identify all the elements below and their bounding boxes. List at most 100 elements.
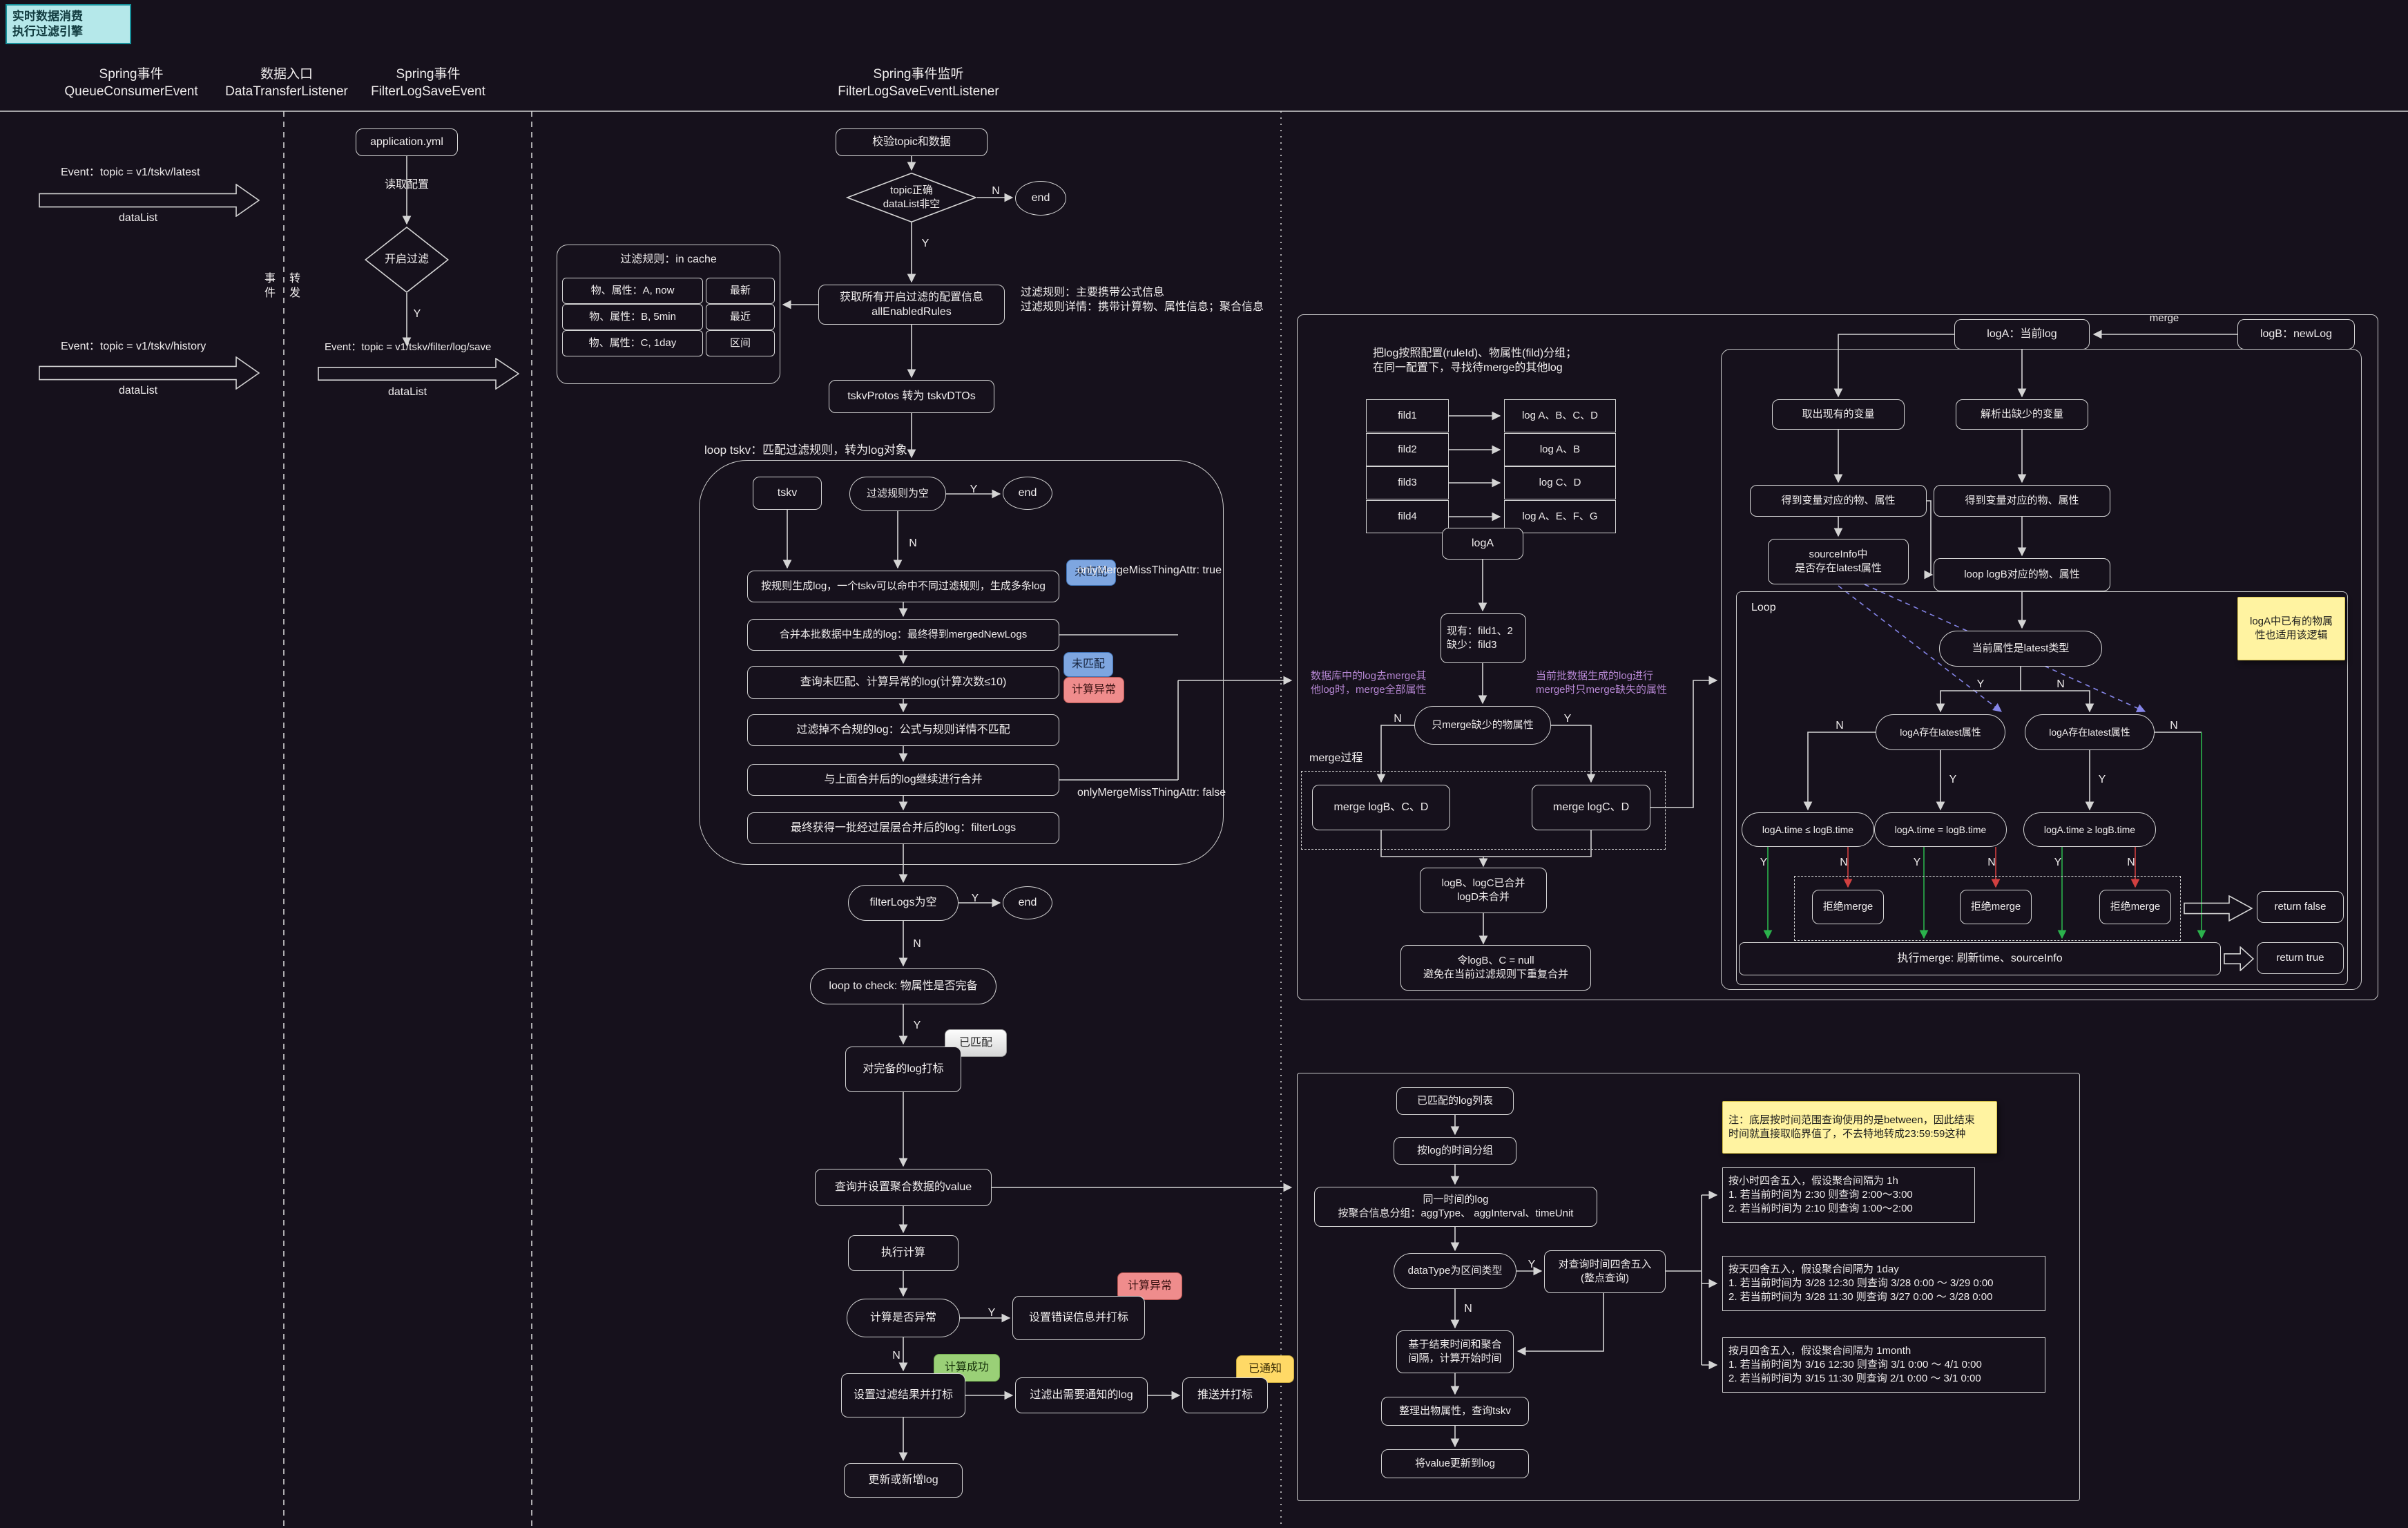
- block-arrow-shape: [318, 358, 519, 390]
- parse-missing-vars: 解析出缺少的变量: [1956, 399, 2088, 430]
- time-eq-decision: logA.time = logB.time: [1874, 812, 2007, 847]
- parse-missing-vars-label: 解析出缺少的变量: [1980, 408, 2063, 421]
- end-ellipse-2-label: end: [1018, 487, 1037, 499]
- realtime-consume-badge-label: 实时数据消费 执行过滤引擎: [12, 9, 83, 38]
- rule-type-recent-label: 最近: [729, 311, 751, 323]
- badge-matched-label: 已匹配: [959, 1037, 992, 1049]
- get-thing-attr-left-label: 得到变量对应的物、属性: [1781, 495, 1896, 507]
- label-y: Y: [2094, 772, 2110, 787]
- label-n-label: N: [892, 1350, 900, 1362]
- event-save-label-label: Event：topic = v1/tskv/filter/log/save: [325, 341, 492, 354]
- set-error-info: 设置错误信息并打标: [1012, 1296, 1145, 1340]
- label-y-label: Y: [971, 892, 979, 905]
- rules-note-label: 过滤规则：主要携带公式信息 过滤规则详情：携带计算物、属性信息；聚合信息: [1021, 286, 1264, 313]
- tskv-protos-to-dtos-label: tskvProtos 转为 tskvDTOs: [847, 390, 976, 403]
- badge-unmatched: 未匹配: [1063, 652, 1113, 677]
- execute-calc: 执行计算: [848, 1235, 959, 1271]
- only-merge-false-label: onlyMergeMissThingAttr: false: [1072, 785, 1293, 801]
- take-existing-vars-label: 取出现有的变量: [1802, 408, 1875, 421]
- loga-box-label: logA: [1471, 537, 1494, 550]
- only-merge-true-label-label: onlyMergeMissThingAttr: true: [1077, 564, 1222, 577]
- topic-valid-decision-label: topic正确 dataList非空: [883, 184, 941, 210]
- round-hour-example: 按小时四舍五入，假设聚合间隔为 1h 1. 若当前时间为 2:30 则查询 2:…: [1722, 1167, 1975, 1223]
- query-set-agg-value: 查询并设置聚合数据的value: [815, 1169, 992, 1206]
- fild2-logs-label: log A、B: [1539, 443, 1581, 456]
- loop-box-label: Loop: [1746, 600, 1801, 616]
- time-lte-decision-label: logA.time ≤ logB.time: [1762, 823, 1854, 835]
- gen-log-by-rule: 按规则生成log，一个tskv可以命中不同过滤规则，生成多条log: [747, 571, 1059, 602]
- merge-batch-logs-label: 合并本批数据中生成的log：最终得到mergedNewLogs: [779, 629, 1028, 641]
- time-gte-decision: logA.time ≥ logB.time: [2023, 812, 2156, 847]
- filterlogs-empty-decision-label: filterLogs为空: [869, 897, 937, 909]
- fild4-logs: log A、E、F、G: [1504, 500, 1616, 533]
- label-n-label: N: [1987, 857, 1996, 869]
- rules-note: 过滤规则：主要携带公式信息 过滤规则详情：携带计算物、属性信息；聚合信息: [1015, 282, 1278, 318]
- set-filter-result: 设置过滤结果并打标: [841, 1373, 965, 1417]
- lane-header-data-transfer-listener: 数据入口 DataTransferListener: [197, 66, 376, 99]
- rule-cell-b: 物、属性：B, 5min: [562, 304, 703, 330]
- connector: [1380, 830, 1592, 857]
- label-n-label: N: [2127, 857, 2135, 869]
- topic-valid-decision: topic正确 dataList非空: [846, 173, 977, 222]
- badge-notified-label: 已通知: [1248, 1363, 1282, 1375]
- merge-logbcd: merge logB、C、D: [1312, 785, 1450, 830]
- tskv-protos-to-dtos: tskvProtos 转为 tskvDTOs: [829, 380, 994, 413]
- merge-logbcd-label: merge logB、C、D: [1333, 801, 1429, 814]
- push-and-mark: 推送并打标: [1182, 1377, 1268, 1413]
- lane-header-filter-log-save-event-listener: Spring事件监听 FilterLogSaveEventListener: [815, 66, 1022, 99]
- calc-abnormal-decision: 计算是否异常: [847, 1299, 960, 1337]
- diamond-shape: [846, 173, 977, 222]
- block-arrow-shape: [39, 184, 260, 217]
- calc-start-time: 基于结束时间和聚合 间隔，计算开始时间: [1396, 1330, 1514, 1373]
- label-y-label: Y: [970, 484, 978, 496]
- label-n-label: N: [2170, 720, 2178, 732]
- collect-attrs-query-tskv: 整理出物属性，查询tskv: [1381, 1397, 1529, 1426]
- round-query-time: 对查询时间四舍五入 (整点查询): [1544, 1250, 1666, 1293]
- loga-box: logA: [1442, 528, 1523, 560]
- label-y-label: Y: [1528, 1259, 1536, 1271]
- lane-header-filter-log-save-event: Spring事件 FilterLogSaveEvent: [338, 66, 518, 99]
- label-y: Y: [1909, 855, 1925, 870]
- loga-has-latest-right-label: logA存在latest属性: [2049, 726, 2130, 738]
- event-latest-datalist: dataList: [97, 210, 180, 227]
- label-n: N: [888, 1348, 905, 1364]
- fild4-cell-label: fild4: [1398, 510, 1417, 523]
- fild1-logs-label: log A、B、C、D: [1521, 410, 1599, 422]
- fild1-cell: fild1: [1366, 399, 1449, 432]
- return-false-box-label: return false: [2274, 901, 2327, 913]
- end-ellipse-3: end: [1003, 886, 1052, 919]
- label-y: Y: [965, 482, 982, 497]
- badge-calc-error-label: 计算异常: [1071, 684, 1116, 696]
- get-enabled-rules-label: 获取所有开启过滤的配置信息 allEnabledRules: [839, 291, 983, 318]
- get-thing-attr-right-label: 得到变量对应的物、属性: [1965, 495, 2079, 507]
- verify-topic-data-label: 校验topic和数据: [872, 136, 951, 149]
- merge-logcd-label: merge logC、D: [1552, 801, 1630, 814]
- realtime-consume-badge: 实时数据消费 执行过滤引擎: [6, 4, 131, 44]
- badge-unmatched: 未匹配: [1066, 560, 1116, 586]
- update-or-insert-log-label: 更新或新增log: [868, 1474, 938, 1487]
- time-eq-decision-label: logA.time = logB.time: [1894, 823, 1987, 835]
- round-query-time-label: 对查询时间四舍五入 (整点查询): [1558, 1259, 1652, 1284]
- label-y: Y: [2050, 855, 2066, 870]
- update-or-insert-log: 更新或新增log: [844, 1463, 963, 1498]
- label-n-label: N: [913, 938, 921, 951]
- take-existing-vars: 取出现有的变量: [1772, 399, 1905, 430]
- mark-complete-logs-label: 对完备的log打标: [863, 1063, 944, 1076]
- lane-header-queue-consumer-event: Spring事件 QueueConsumerEvent: [41, 66, 221, 99]
- group-by-agg-info: 同一时间的log 按聚合信息分组：aggType、 aggInterval、ti…: [1314, 1187, 1597, 1227]
- label-y: Y: [967, 891, 983, 906]
- time-agg-panel: [1297, 1073, 2080, 1501]
- round-hour-example-label: 按小时四舍五入，假设聚合间隔为 1h 1. 若当前时间为 2:30 则查询 2:…: [1728, 1175, 1913, 1214]
- loga-attrs-note: logA中已有的物属 性也适用该逻辑: [2237, 597, 2345, 660]
- query-unmatched-abnormal-label: 查询未匹配、计算异常的log(计算次数≤10): [800, 676, 1007, 689]
- merge-process-label: merge过程: [1304, 750, 1387, 767]
- gen-log-by-rule-label: 按规则生成log，一个tskv可以命中不同过滤规则，生成多条log: [761, 580, 1046, 593]
- loop-logb-attrs: loop logB对应的物、属性: [1934, 558, 2110, 591]
- loop-check-complete: loop to check: 物属性是否完备: [810, 968, 996, 1004]
- rule-cell-a: 物、属性：A, now: [562, 278, 703, 304]
- event-latest-datalist-label: dataList: [118, 212, 158, 225]
- lane-header-queue-consumer-event-label: Spring事件 QueueConsumerEvent: [64, 66, 198, 99]
- tskv-box-label: tskv: [777, 487, 798, 499]
- continue-merge-logs: 与上面合并后的log继续进行合并: [747, 764, 1059, 796]
- reject-merge-dashed-box: [1794, 876, 2181, 941]
